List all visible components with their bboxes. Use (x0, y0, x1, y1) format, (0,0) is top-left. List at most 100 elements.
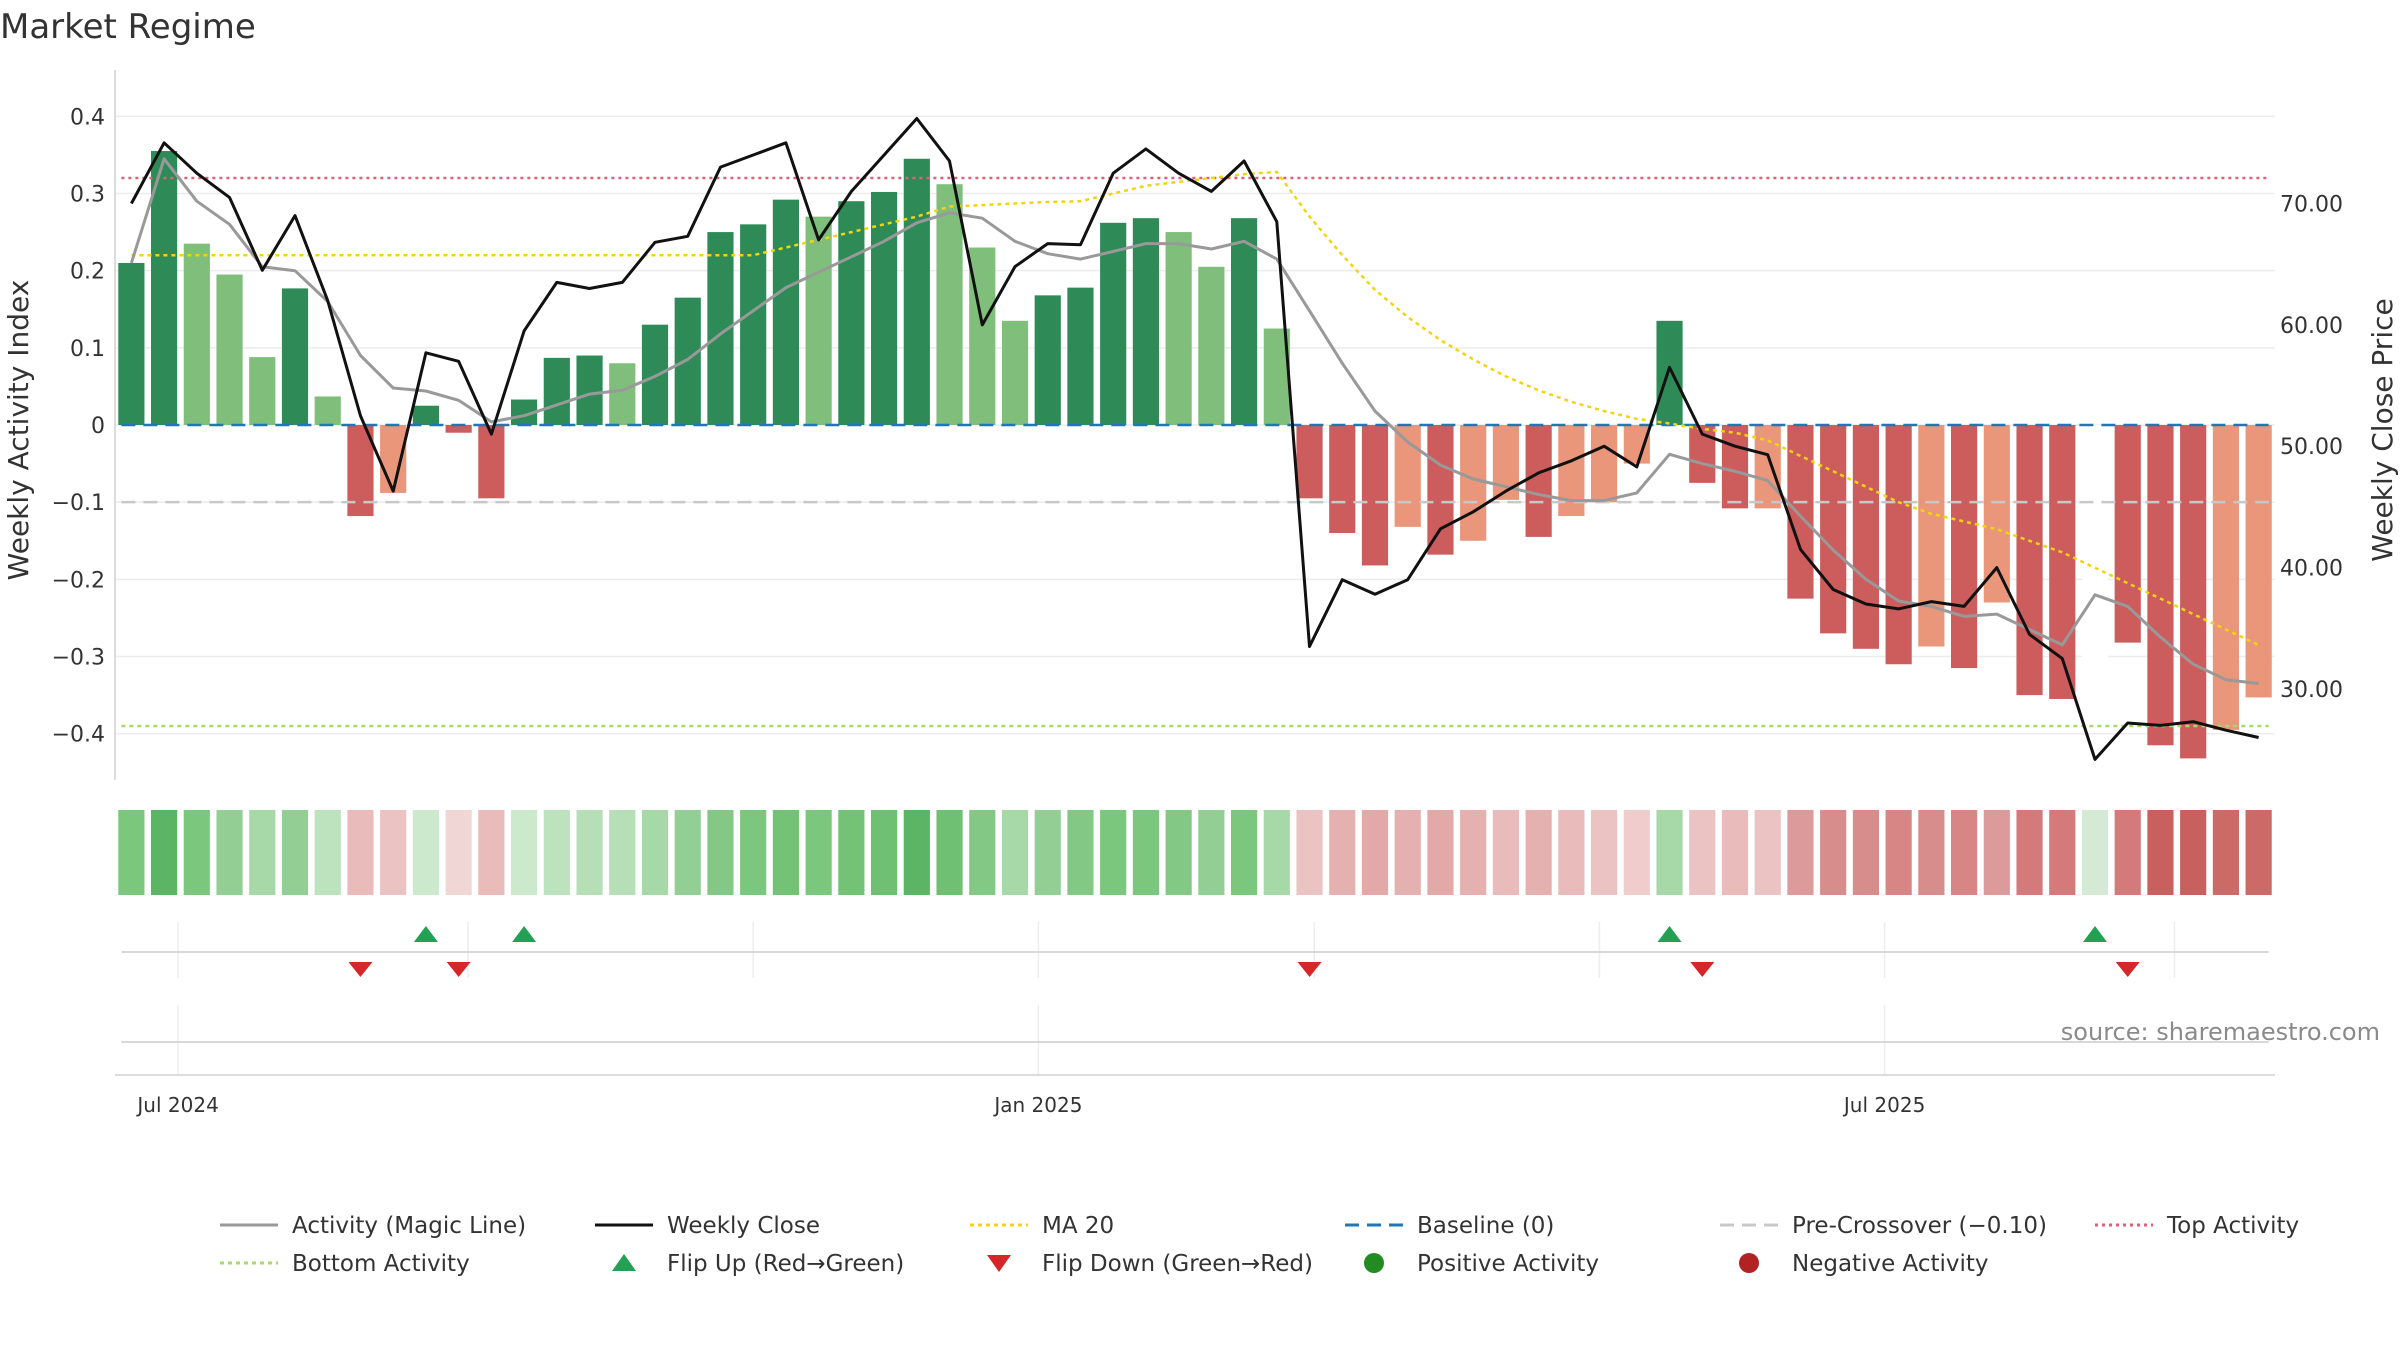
x-tick-label: Jan 2025 (992, 1093, 1082, 1117)
flip-down-marker (348, 962, 373, 977)
activity-bar (1787, 425, 1814, 599)
regime-strip-cell (249, 810, 276, 895)
activity-bar (2114, 425, 2141, 643)
activity-bar (380, 425, 407, 493)
activity-bar (2180, 425, 2207, 759)
legend-swatch (1364, 1253, 1384, 1273)
weekly-close-line (130, 117, 2259, 761)
y-tick-label: −0.3 (52, 646, 105, 671)
activity-bar (1361, 425, 1389, 566)
regime-strip-cell (2049, 810, 2076, 895)
activity-bar (2081, 425, 2109, 688)
flip-up-marker (413, 926, 438, 942)
legend-label: MA 20 (1042, 1213, 1114, 1239)
legend-label: Negative Activity (1792, 1251, 1989, 1277)
regime-strip-cell (2081, 810, 2109, 895)
y2-axis-label: Weekly Close Price (2366, 298, 2399, 561)
activity-bar (2016, 425, 2043, 696)
activity-bar (1591, 425, 1618, 503)
regime-strip-cell (609, 810, 636, 895)
y-tick-label: 0.1 (70, 337, 105, 362)
regime-strip-cell (2245, 810, 2272, 895)
legend-item: Baseline (0) (1345, 1213, 1554, 1239)
regime-strip-cell (1067, 810, 1094, 895)
regime-strip-cell (1983, 810, 2010, 895)
regime-strip-cell (871, 810, 898, 895)
y-tick-label: 0 (91, 414, 105, 439)
activity-bar (1623, 425, 1650, 464)
activity-bar (249, 357, 276, 425)
activity-bar (281, 288, 309, 425)
regime-strip-cell (1558, 810, 1585, 895)
activity-bar (445, 425, 472, 433)
activity-bar (740, 224, 767, 425)
activity-bar (674, 297, 701, 425)
regime-strip-cell (314, 810, 341, 895)
regime-strip-cell (216, 810, 243, 895)
flip-up-marker (512, 926, 537, 942)
activity-bar (1034, 295, 1061, 425)
activity-bar (151, 151, 178, 426)
regime-strip-cell (2147, 810, 2174, 895)
legend-item: Top Activity (2095, 1213, 2299, 1239)
legend-label: Baseline (0) (1417, 1213, 1554, 1239)
activity-bar (412, 405, 439, 425)
regime-strip-cell (412, 810, 439, 895)
flip-down-marker (1297, 962, 1322, 977)
regime-strip-cell (1263, 810, 1290, 895)
activity-bar (1820, 425, 1847, 634)
y-tick-label: −0.2 (52, 568, 105, 593)
y2-tick-label: 60.00 (2280, 314, 2343, 339)
legend-item: Bottom Activity (220, 1251, 470, 1277)
regime-strip-cell (1689, 810, 1716, 895)
activity-bar (1296, 425, 1323, 499)
y-tick-label: 0.4 (70, 105, 105, 130)
regime-strip-cell (118, 810, 145, 895)
regime-strip-cell (936, 810, 963, 895)
activity-bar (772, 199, 799, 425)
flip-down-marker (1690, 962, 1715, 977)
regime-strip-cell (1754, 810, 1781, 895)
y-tick-label: −0.4 (52, 723, 105, 748)
series-lines (121, 117, 2269, 761)
y-axis-label: Weekly Activity Index (2, 280, 35, 581)
activity-bar (1329, 425, 1356, 534)
activity-bar (1656, 320, 1683, 425)
regime-strip-cell (674, 810, 701, 895)
regime-strip-cell (1951, 810, 1978, 895)
activity-bar (838, 201, 865, 425)
regime-strip-cell (380, 810, 407, 895)
regime-strip-cell (1591, 810, 1618, 895)
regime-strip-cell (1296, 810, 1323, 895)
regime-strip-cell (903, 810, 930, 895)
activity-bar (216, 274, 243, 425)
magic-line (129, 157, 2259, 685)
regime-strip-cell (2180, 810, 2207, 895)
ma20-line (131, 170, 2260, 647)
flip-up-marker (1657, 926, 1682, 942)
legend-label: Positive Activity (1417, 1251, 1599, 1277)
legend-item: Flip Down (Green→Red) (987, 1251, 1313, 1277)
activity-bar (314, 396, 341, 425)
x-tick-label: Jul 2024 (135, 1093, 218, 1117)
regime-strip-cell (511, 810, 538, 895)
regime-strip-cell (1100, 810, 1127, 895)
y2-tick-label: 40.00 (2280, 557, 2343, 582)
regime-strip-cell (1623, 810, 1650, 895)
legend-label: Pre-Crossover (−0.10) (1792, 1213, 2047, 1239)
source-note: source: sharemaestro.com (2061, 1018, 2380, 1046)
regime-strip-cell (838, 810, 865, 895)
regime-strip-cell (2212, 810, 2239, 895)
legend-item: MA 20 (970, 1213, 1114, 1239)
activity-bar (1067, 287, 1094, 425)
legend-label: Weekly Close (667, 1213, 820, 1239)
regime-strip-cell (1918, 810, 1945, 895)
activity-bar (936, 184, 963, 425)
legend-label: Bottom Activity (292, 1251, 470, 1277)
legend-swatch (987, 1255, 1011, 1272)
activity-bar (118, 262, 145, 425)
activity-bar (609, 363, 636, 425)
activity-bar (1427, 425, 1454, 555)
regime-strip-cell (347, 810, 374, 895)
